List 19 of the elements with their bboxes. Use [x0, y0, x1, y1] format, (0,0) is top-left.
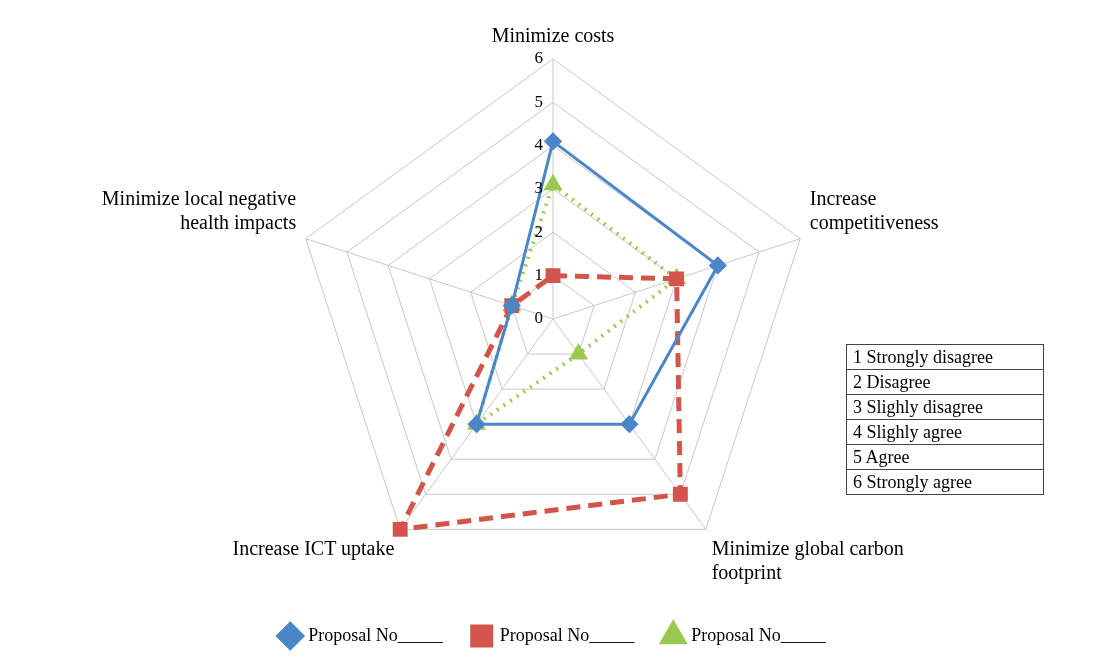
spoke-label: Increase competitiveness	[809, 186, 939, 234]
text: 6 Strongly agree	[846, 469, 1044, 495]
text: 5 Agree	[846, 444, 1044, 470]
y-tick-label: 0	[534, 308, 543, 328]
y-tick-label: 1	[534, 265, 543, 285]
text: 1 Strongly disagree	[846, 344, 1044, 370]
text: 2 Disagree	[846, 369, 1044, 395]
legend-label: Proposal No_____	[499, 624, 636, 645]
text: 4 Slighly agree	[846, 419, 1044, 445]
spoke-label: Minimize costs	[491, 24, 615, 47]
spoke-label: Minimize local negative health impacts	[101, 186, 297, 234]
spoke-label: Minimize global carbon footprint	[711, 536, 904, 584]
legend-label: Proposal No_____	[308, 624, 444, 645]
y-tick-label: 5	[534, 91, 543, 111]
y-tick-label: 4	[534, 135, 544, 155]
y-tick-label: 6	[534, 48, 543, 68]
legend-label: Proposal No_____	[691, 624, 827, 645]
text: 3 Slighly disagree	[846, 394, 1044, 420]
spoke-label: Increase ICT uptake	[232, 536, 395, 560]
